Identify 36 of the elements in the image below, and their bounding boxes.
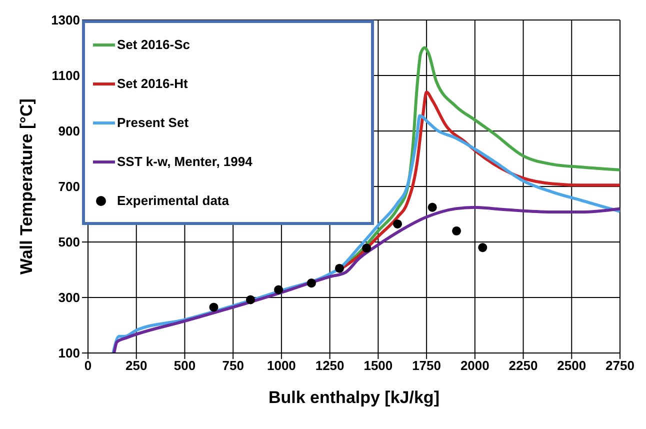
x-tick-label: 1000 [266, 358, 296, 374]
x-axis-title: Bulk enthalpy [kJ/kg] [268, 388, 440, 407]
point [428, 202, 437, 212]
y-axis-title: Wall Temperature [°C] [17, 98, 36, 274]
y-tick-label: 1100 [52, 68, 80, 84]
point [274, 285, 284, 294]
x-tick-label: 750 [222, 358, 244, 374]
legend-label: Experimental data [117, 193, 229, 208]
y-tick-label: 500 [58, 234, 80, 250]
legend-label: Set 2016-Ht [117, 76, 188, 91]
y-tick-label: 1300 [51, 12, 80, 28]
x-tick-label: 500 [174, 358, 196, 374]
x-tick-label: 2000 [460, 358, 490, 374]
point [334, 264, 344, 273]
legend-label: Present Set [117, 115, 189, 130]
x-tick-label: 1750 [412, 358, 442, 374]
point [393, 219, 402, 228]
point [209, 302, 218, 312]
point [246, 295, 256, 304]
legend-label: Set 2016-Sc [117, 37, 190, 52]
y-tick-label: 100 [58, 346, 80, 361]
x-tick-label: 250 [126, 358, 148, 374]
x-tick-label: 2500 [557, 358, 586, 374]
x-tick-label: 2250 [508, 358, 538, 374]
y-tick-label: 900 [58, 124, 80, 139]
point [478, 243, 488, 252]
x-tick-label: 0 [84, 358, 92, 374]
y-tick-label: 700 [58, 179, 80, 194]
x-tick-label: 1250 [315, 358, 344, 374]
x-tick-label: 1500 [364, 358, 393, 374]
point [306, 278, 316, 288]
point [362, 244, 372, 253]
legend-label: SST k-w, Menter, 1994 [117, 154, 252, 169]
point [452, 226, 462, 236]
x-tick-label: 2750 [606, 358, 634, 374]
y-tick-label: 300 [58, 290, 80, 306]
